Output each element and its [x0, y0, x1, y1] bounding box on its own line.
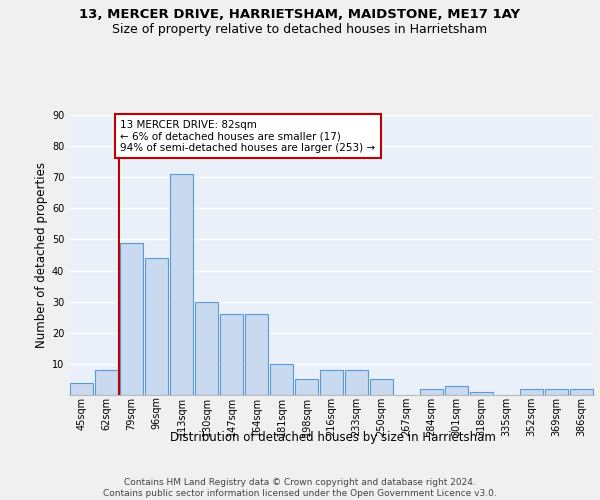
Bar [370, 380, 393, 395]
Bar [245, 314, 268, 395]
Text: 13 MERCER DRIVE: 82sqm
← 6% of detached houses are smaller (17)
94% of semi-deta: 13 MERCER DRIVE: 82sqm ← 6% of detached … [120, 120, 376, 153]
Y-axis label: Number of detached properties: Number of detached properties [35, 162, 47, 348]
Bar [345, 370, 368, 395]
Bar [95, 370, 118, 395]
Bar [145, 258, 168, 395]
Text: Contains HM Land Registry data © Crown copyright and database right 2024.
Contai: Contains HM Land Registry data © Crown c… [103, 478, 497, 498]
Bar [570, 389, 593, 395]
Bar [420, 389, 443, 395]
Bar [170, 174, 193, 395]
Text: Distribution of detached houses by size in Harrietsham: Distribution of detached houses by size … [170, 431, 496, 444]
Bar [270, 364, 293, 395]
Bar [520, 389, 543, 395]
Bar [120, 242, 143, 395]
Bar [195, 302, 218, 395]
Bar [70, 382, 93, 395]
Bar [470, 392, 493, 395]
Bar [220, 314, 243, 395]
Bar [320, 370, 343, 395]
Bar [295, 380, 318, 395]
Bar [445, 386, 468, 395]
Text: 13, MERCER DRIVE, HARRIETSHAM, MAIDSTONE, ME17 1AY: 13, MERCER DRIVE, HARRIETSHAM, MAIDSTONE… [79, 8, 521, 20]
Text: Size of property relative to detached houses in Harrietsham: Size of property relative to detached ho… [112, 24, 488, 36]
Bar [545, 389, 568, 395]
